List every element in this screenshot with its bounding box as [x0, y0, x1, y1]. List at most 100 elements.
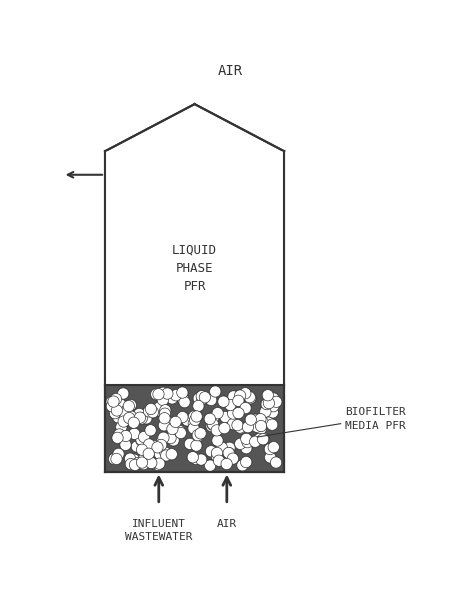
Circle shape: [112, 432, 123, 443]
Circle shape: [125, 399, 137, 411]
Circle shape: [162, 388, 173, 399]
Circle shape: [179, 396, 190, 408]
Circle shape: [153, 388, 164, 400]
Circle shape: [199, 391, 210, 403]
Circle shape: [264, 443, 275, 455]
Circle shape: [218, 396, 229, 407]
Circle shape: [128, 417, 139, 428]
Circle shape: [268, 442, 279, 453]
Circle shape: [116, 422, 127, 432]
Circle shape: [175, 427, 186, 439]
Circle shape: [250, 414, 261, 425]
Circle shape: [152, 442, 163, 453]
Circle shape: [257, 434, 269, 445]
Circle shape: [241, 443, 252, 454]
Circle shape: [184, 439, 196, 449]
Circle shape: [192, 431, 204, 442]
Circle shape: [134, 412, 146, 423]
Circle shape: [111, 405, 123, 416]
Circle shape: [193, 400, 204, 411]
Circle shape: [266, 419, 278, 430]
Circle shape: [113, 412, 124, 423]
Circle shape: [129, 428, 140, 440]
Circle shape: [134, 412, 146, 423]
Circle shape: [224, 448, 235, 459]
Circle shape: [228, 408, 239, 419]
Circle shape: [158, 432, 169, 443]
Circle shape: [111, 453, 122, 464]
Circle shape: [170, 390, 182, 401]
Circle shape: [118, 416, 129, 427]
Circle shape: [225, 399, 236, 411]
Circle shape: [174, 425, 185, 437]
Circle shape: [178, 394, 189, 405]
Circle shape: [189, 411, 200, 422]
Circle shape: [240, 457, 252, 467]
Circle shape: [189, 411, 200, 422]
Circle shape: [125, 458, 137, 470]
Circle shape: [128, 454, 140, 465]
Circle shape: [260, 406, 271, 417]
Circle shape: [191, 411, 202, 422]
Circle shape: [108, 396, 119, 407]
Circle shape: [115, 399, 126, 410]
Circle shape: [118, 388, 129, 399]
Circle shape: [141, 413, 152, 424]
Circle shape: [154, 458, 165, 469]
Circle shape: [143, 448, 155, 460]
Circle shape: [106, 396, 117, 408]
Circle shape: [165, 432, 176, 444]
Circle shape: [212, 408, 223, 419]
Circle shape: [146, 457, 157, 469]
Circle shape: [197, 393, 208, 405]
Circle shape: [192, 431, 204, 442]
Circle shape: [263, 417, 274, 428]
Circle shape: [147, 458, 158, 469]
Circle shape: [116, 411, 128, 423]
Circle shape: [138, 458, 149, 470]
Circle shape: [177, 387, 188, 398]
Circle shape: [137, 444, 148, 455]
Circle shape: [255, 423, 266, 435]
Circle shape: [227, 453, 238, 464]
Circle shape: [154, 402, 165, 413]
Circle shape: [267, 406, 278, 418]
Circle shape: [250, 419, 262, 430]
Circle shape: [146, 457, 157, 469]
Circle shape: [160, 447, 171, 458]
Circle shape: [204, 413, 216, 425]
Circle shape: [268, 393, 279, 404]
Circle shape: [220, 411, 231, 423]
Circle shape: [116, 422, 127, 432]
Circle shape: [156, 406, 167, 417]
Circle shape: [155, 439, 167, 451]
Circle shape: [234, 422, 246, 433]
Circle shape: [199, 391, 210, 403]
Circle shape: [154, 448, 165, 460]
Circle shape: [208, 412, 219, 423]
Circle shape: [110, 393, 122, 405]
Circle shape: [240, 388, 251, 399]
Circle shape: [145, 403, 156, 414]
Circle shape: [131, 411, 143, 422]
Circle shape: [136, 435, 147, 446]
Circle shape: [132, 457, 144, 469]
Circle shape: [153, 388, 164, 400]
Circle shape: [106, 396, 117, 408]
Circle shape: [109, 408, 120, 419]
Circle shape: [175, 427, 186, 439]
Circle shape: [207, 419, 219, 430]
Circle shape: [131, 441, 143, 452]
Circle shape: [271, 396, 282, 408]
Circle shape: [267, 406, 278, 418]
Circle shape: [151, 388, 162, 400]
Circle shape: [160, 447, 171, 458]
Circle shape: [257, 417, 269, 428]
Circle shape: [204, 460, 216, 471]
Text: BIOFILTER
MEDIA PFR: BIOFILTER MEDIA PFR: [346, 407, 406, 431]
Circle shape: [118, 416, 129, 427]
Circle shape: [261, 399, 273, 410]
Circle shape: [196, 454, 207, 465]
Circle shape: [233, 408, 244, 419]
Bar: [105, 385, 284, 472]
